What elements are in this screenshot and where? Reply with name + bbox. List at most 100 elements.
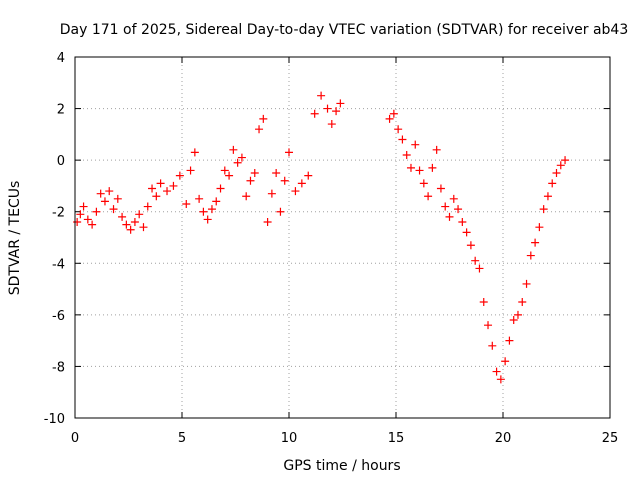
data-point bbox=[225, 171, 234, 180]
data-point bbox=[509, 316, 518, 325]
x-tick-label: 20 bbox=[495, 431, 512, 446]
data-point bbox=[92, 207, 101, 216]
data-point bbox=[109, 205, 118, 214]
x-tick-label: 25 bbox=[602, 431, 619, 446]
data-point bbox=[389, 109, 398, 118]
data-point bbox=[336, 99, 345, 108]
data-point bbox=[96, 189, 105, 198]
grid-lines bbox=[75, 57, 610, 418]
data-point bbox=[118, 212, 127, 221]
data-points bbox=[73, 91, 570, 384]
data-point bbox=[199, 207, 208, 216]
data-point bbox=[501, 357, 510, 366]
y-tick-label: 0 bbox=[57, 154, 65, 169]
data-point bbox=[143, 202, 152, 211]
data-point bbox=[263, 218, 272, 227]
data-point bbox=[79, 202, 88, 211]
data-point bbox=[317, 91, 326, 100]
data-point bbox=[432, 145, 441, 154]
data-point bbox=[190, 148, 199, 157]
data-point bbox=[195, 194, 204, 203]
data-point bbox=[169, 181, 178, 190]
data-point bbox=[76, 210, 85, 219]
data-point bbox=[424, 192, 433, 201]
data-point bbox=[445, 212, 454, 221]
data-point bbox=[122, 220, 131, 229]
data-point bbox=[310, 109, 319, 118]
data-point bbox=[216, 184, 225, 193]
data-point bbox=[385, 114, 394, 123]
data-point bbox=[242, 192, 251, 201]
data-point bbox=[415, 166, 424, 175]
data-point bbox=[175, 171, 184, 180]
data-point bbox=[402, 150, 411, 159]
data-point bbox=[113, 194, 122, 203]
data-point bbox=[255, 125, 264, 134]
x-axis-label: GPS time / hours bbox=[283, 458, 400, 474]
data-point bbox=[229, 145, 238, 154]
data-point bbox=[518, 297, 527, 306]
data-point bbox=[130, 218, 139, 227]
x-tick-label: 5 bbox=[178, 431, 186, 446]
data-point bbox=[526, 251, 535, 260]
data-point bbox=[441, 202, 450, 211]
data-point bbox=[522, 279, 531, 288]
y-tick-label: 4 bbox=[57, 51, 65, 66]
y-tick-label: -8 bbox=[52, 360, 65, 375]
data-point bbox=[466, 241, 475, 250]
data-point bbox=[492, 367, 501, 376]
data-point bbox=[285, 148, 293, 157]
data-point bbox=[297, 179, 306, 188]
plot-frame bbox=[74, 56, 611, 419]
data-point bbox=[394, 125, 403, 134]
data-point bbox=[436, 184, 445, 193]
x-tick-label: 15 bbox=[388, 431, 405, 446]
data-point bbox=[186, 166, 195, 175]
data-point bbox=[411, 140, 420, 149]
data-point bbox=[259, 114, 268, 123]
data-point bbox=[556, 161, 565, 170]
data-point bbox=[304, 171, 313, 180]
data-point bbox=[156, 179, 165, 188]
data-point bbox=[332, 107, 341, 116]
data-point bbox=[272, 169, 281, 178]
data-point bbox=[105, 187, 114, 196]
data-point bbox=[212, 197, 221, 206]
data-point bbox=[152, 192, 161, 201]
data-point bbox=[88, 220, 97, 229]
y-tick-label: 2 bbox=[57, 103, 65, 118]
y-tick-label: -4 bbox=[52, 257, 65, 272]
data-point bbox=[484, 321, 493, 330]
data-point bbox=[323, 104, 332, 113]
data-point bbox=[496, 375, 505, 384]
data-point bbox=[163, 187, 172, 196]
data-point bbox=[419, 179, 428, 188]
y-tick-label: -6 bbox=[52, 309, 65, 324]
data-point bbox=[291, 187, 300, 196]
data-point bbox=[428, 163, 437, 172]
data-point bbox=[100, 197, 109, 206]
data-point bbox=[454, 205, 463, 214]
data-point bbox=[543, 192, 552, 201]
chart-title: Day 171 of 2025, Sidereal Day-to-day VTE… bbox=[60, 22, 629, 38]
x-tick-label: 10 bbox=[281, 431, 298, 446]
y-tick-label: -2 bbox=[52, 206, 65, 221]
data-point bbox=[203, 215, 212, 224]
data-point bbox=[246, 176, 255, 185]
data-point bbox=[126, 225, 135, 234]
data-point bbox=[406, 163, 415, 172]
data-point bbox=[535, 223, 544, 232]
data-point bbox=[449, 194, 458, 203]
data-point bbox=[548, 179, 557, 188]
data-point bbox=[280, 176, 289, 185]
data-point bbox=[552, 169, 561, 178]
data-point bbox=[237, 153, 246, 162]
data-point bbox=[182, 199, 191, 208]
data-point bbox=[475, 264, 484, 273]
data-point bbox=[267, 189, 276, 198]
data-point bbox=[561, 156, 570, 165]
data-point bbox=[505, 336, 514, 345]
data-point bbox=[488, 341, 497, 350]
data-point bbox=[135, 210, 144, 219]
